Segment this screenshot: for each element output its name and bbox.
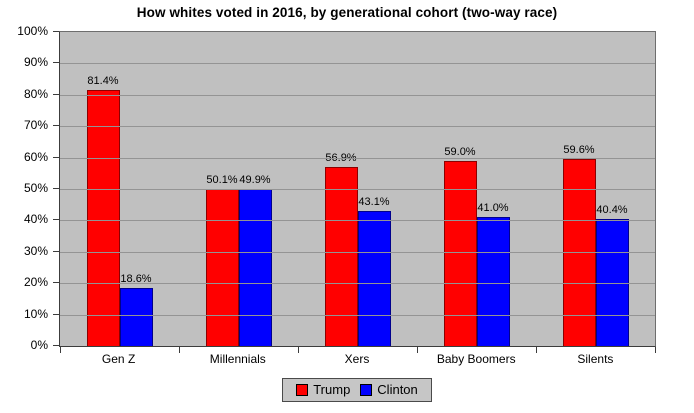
y-tick-label: 60% (23, 149, 48, 164)
bar-pair: 81.4% 18.6% (86, 32, 153, 346)
bar-trump-gen-z (86, 90, 120, 346)
data-label-clinton-xers: 43.1% (358, 195, 390, 208)
x-axis-tick (417, 347, 418, 353)
bar-slot: 49.9% (238, 32, 272, 346)
legend-item-clinton: Clinton (360, 382, 418, 398)
bar-trump-millennials (205, 188, 239, 346)
y-tick-label: 70% (23, 118, 48, 133)
y-axis-tick (53, 125, 59, 127)
y-tick-label: 100% (17, 24, 48, 38)
x-axis-tick (536, 347, 537, 353)
y-tick-label: 50% (23, 181, 48, 195)
y-tick-label: 40% (23, 212, 48, 227)
y-tick-label: 10% (23, 306, 48, 321)
x-category-label-baby-boomers: Baby Boomers (436, 352, 516, 366)
y-tick-label: 0% (30, 338, 48, 352)
gridline (60, 94, 655, 96)
gridline (60, 220, 655, 222)
x-category-label-gen-z: Gen Z (101, 352, 136, 366)
data-label-clinton-gen-z: 18.6% (120, 272, 152, 285)
bar-slot: 43.1% (357, 32, 391, 346)
data-label-trump-millennials: 50.1% (206, 173, 238, 186)
category-group-gen-z: 81.4% 18.6% (60, 32, 179, 346)
y-axis-tick (53, 31, 59, 32)
gridline (60, 283, 655, 285)
bar-clinton-silents (595, 219, 629, 346)
x-axis: Gen Z Millennials Xers Baby Boomers Silents (59, 352, 655, 367)
x-category-label-xers: Xers (344, 352, 370, 366)
y-tick-label: 80% (23, 86, 48, 101)
legend-row: Trump Clinton (59, 378, 655, 402)
bar-slot: 18.6% (119, 32, 153, 346)
gridline (60, 157, 655, 159)
data-label-trump-silents: 59.6% (563, 143, 595, 156)
legend: Trump Clinton (282, 378, 432, 402)
gridline (60, 63, 655, 65)
bar-trump-xers (324, 167, 358, 346)
y-tick-label: 20% (23, 275, 48, 290)
gridline (60, 251, 655, 253)
y-axis: 100% 90% 80% 70% 60% 50% 40% 30% 20% 10% 0% (0, 24, 48, 352)
y-axis-tick (53, 250, 59, 252)
x-axis-tick (655, 347, 656, 353)
legend-label-clinton: Clinton (377, 382, 418, 397)
data-label-trump-xers: 56.9% (325, 153, 356, 164)
chart-title: How whites voted in 2016, by generationa… (136, 5, 558, 20)
gridline (60, 189, 655, 190)
y-axis-tick (53, 313, 59, 315)
legend-item-trump: Trump (296, 382, 350, 398)
bar-slot: 81.4% (86, 32, 120, 346)
data-label-trump-baby-boomers: 59.0% (444, 145, 476, 158)
y-tick-label: 30% (23, 243, 48, 258)
gridline (60, 314, 655, 316)
bar-slot: 40.4% (595, 32, 629, 346)
bar-clinton-xers (357, 210, 391, 346)
bar-clinton-baby-boomers (476, 217, 510, 346)
y-axis-tick (53, 282, 59, 284)
data-label-clinton-millennials: 49.9% (239, 174, 271, 187)
bar-slot: 41.0% (476, 32, 510, 346)
y-axis-tick (53, 219, 59, 221)
legend-swatch-clinton (360, 384, 373, 396)
y-axis-tick (53, 156, 59, 158)
x-axis-tick (60, 347, 61, 353)
bar-clinton-millennials (238, 189, 272, 346)
data-label-trump-gen-z: 81.4% (87, 75, 119, 88)
legend-label-trump: Trump (313, 382, 351, 397)
y-axis-tick (53, 93, 59, 95)
x-category-label-millennials: Millennials (209, 352, 266, 366)
x-axis-tick (298, 347, 299, 353)
x-category-label-silents: Silents (577, 352, 614, 366)
bar-slot: 50.1% (205, 32, 239, 346)
y-axis-tick (53, 345, 59, 346)
y-tick-label: 90% (23, 55, 48, 70)
plot-area: 81.4% 18.6% 50.1%49.9% 56.9% 43.1% 59.0% 41.0%… (53, 31, 656, 353)
y-axis-tick (53, 62, 59, 64)
legend-swatch-trump (296, 384, 309, 396)
category-group-millennials: 50.1% 49.9% (179, 32, 298, 346)
data-label-clinton-silents: 40.4% (596, 204, 628, 217)
data-label-clinton-baby-boomers: 41.0% (477, 202, 509, 215)
bar-clinton-gen-z (119, 287, 153, 346)
y-axis-tick (53, 188, 59, 189)
x-axis-tick (179, 347, 180, 353)
gridline (60, 126, 655, 128)
bar-pair: 50.1% 49.9% (205, 32, 272, 346)
